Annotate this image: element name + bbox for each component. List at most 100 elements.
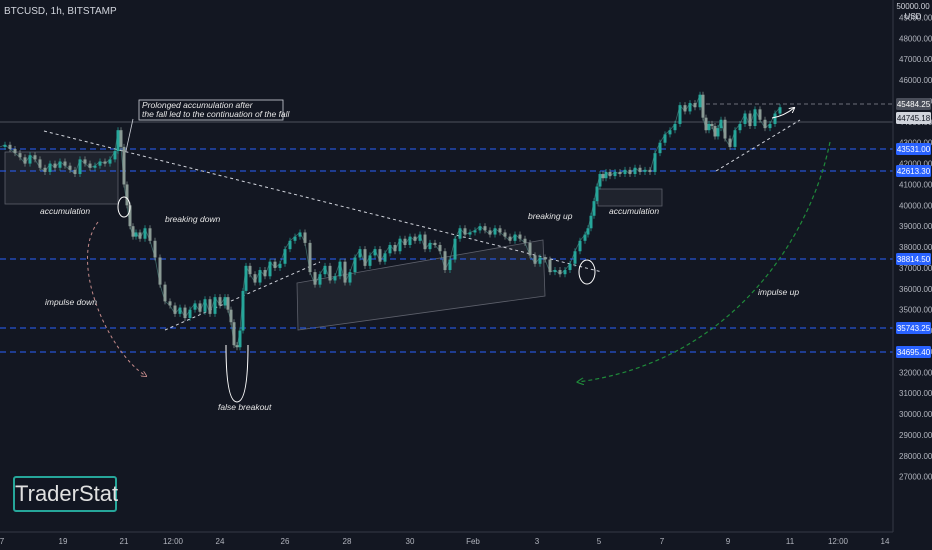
candle-body (468, 232, 472, 235)
currency-top-value: 50000.00 (896, 2, 930, 11)
symbol-title[interactable]: BTCUSD, 1h, BITSTAMP (4, 6, 117, 17)
candle-body (328, 265, 332, 281)
false-breakout-curve (225, 344, 249, 403)
candle-body (244, 265, 248, 291)
candle-body (668, 130, 672, 135)
candle-body (738, 123, 742, 131)
breaking-up-circle (578, 259, 596, 285)
candle-body (548, 259, 552, 273)
candle-body (613, 171, 617, 177)
candle-body (358, 249, 362, 258)
time-axis[interactable]: 7 19 21 12:00 24 26 28 30 Feb 3 5 7 9 11 12:00 14 (0, 537, 890, 546)
candle-body (573, 251, 577, 264)
candle-body (313, 272, 317, 285)
price-tick-label: 36000.00 (899, 285, 932, 294)
price-label: 34695.40 (897, 348, 931, 357)
candle-body (398, 238, 402, 252)
candle-body (716, 128, 720, 137)
candle-body (508, 236, 512, 241)
candle-body (108, 159, 112, 164)
candle-body (688, 103, 692, 112)
price-tick-label: 37000.00 (899, 264, 932, 273)
candle-body (238, 330, 242, 348)
candle-body (213, 297, 217, 314)
candle-body (713, 126, 717, 137)
candle-body (704, 117, 708, 131)
candle-body (723, 119, 727, 139)
price-series (0, 91, 782, 351)
candle-body (98, 161, 102, 166)
price-tick-label: 31000.00 (899, 389, 932, 398)
candle-body (363, 249, 367, 266)
candle-body (592, 201, 596, 216)
price-axis[interactable]: 49000.0048000.0047000.0046000.0045000.00… (899, 14, 932, 482)
candle-body (158, 257, 162, 285)
price-label: 43531.00 (897, 145, 931, 154)
candle-body (373, 249, 377, 256)
candle-body (453, 238, 457, 260)
candle-body (598, 174, 602, 187)
candle-body (226, 297, 230, 310)
candle-body (589, 215, 593, 229)
candle-body (418, 234, 422, 241)
candle-body (119, 130, 123, 147)
candle-body (528, 242, 532, 256)
time-tick-label: 26 (281, 537, 290, 546)
candle-body (28, 155, 32, 164)
candle-body (63, 161, 67, 166)
currency-label: 50000.00 USD (896, 2, 930, 22)
time-tick-label: 12:00 (163, 537, 184, 546)
price-tick-label: 29000.00 (899, 431, 932, 440)
candle-body (543, 257, 547, 260)
candle-body (368, 255, 372, 266)
price-labels: 45484.25 44745.18 43531.00 42613.30 38814.50… (896, 98, 931, 358)
candle-body (134, 232, 138, 237)
candle-body (193, 303, 197, 310)
breaking-down-circle (117, 196, 131, 218)
candle-body (88, 163, 92, 168)
candle-body (248, 265, 252, 275)
label-false-breakout: false breakout (218, 402, 272, 412)
candle-body (768, 123, 772, 129)
label-breaking-up: breaking up (528, 211, 573, 221)
candle-body (338, 261, 342, 277)
candle-body (235, 345, 239, 348)
candle-body (208, 299, 212, 314)
candle-body (578, 240, 582, 252)
price-label: 35743.25 (897, 324, 931, 333)
price-label-bg (896, 112, 931, 124)
candle-body (413, 236, 417, 241)
candle-body (378, 249, 382, 262)
callout-line2: the fall led to the continuation of the … (142, 109, 291, 119)
time-tick-label: 24 (216, 537, 225, 546)
candle-body (318, 274, 322, 285)
candle-body (604, 171, 608, 179)
candle-body (719, 119, 723, 129)
candle-body (778, 107, 782, 114)
candle-body (698, 94, 702, 108)
time-tick-label: 7 (660, 537, 665, 546)
candle-body (623, 169, 627, 175)
price-tick-label: 48000.00 (899, 34, 932, 43)
price-tick-label: 35000.00 (899, 306, 932, 315)
candle-body (463, 228, 467, 235)
time-tick-label: 28 (343, 537, 352, 546)
candle-body (595, 186, 599, 202)
candle-body (693, 103, 697, 108)
time-tick-label: 30 (406, 537, 415, 546)
label-impulse-up: impulse up (758, 287, 799, 297)
candle-body (298, 232, 302, 237)
candle-body (653, 153, 657, 172)
candle-body (773, 113, 777, 124)
candle-body (433, 242, 437, 245)
candle-body (263, 270, 267, 277)
candle-body (68, 165, 72, 170)
candle-body (148, 228, 152, 241)
candle-body (232, 322, 236, 346)
candle-body (683, 105, 687, 112)
candle-body (648, 169, 652, 172)
candle-body (8, 144, 12, 149)
price-label: 44745.18 (897, 114, 931, 123)
candle-body (116, 130, 120, 152)
